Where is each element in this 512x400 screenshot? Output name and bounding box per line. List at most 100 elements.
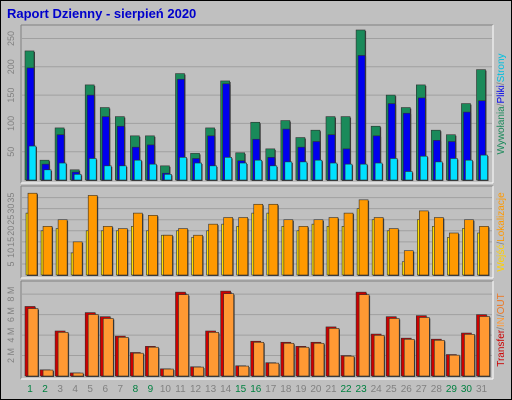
- bar-kbytes-in-day-15: [238, 365, 249, 377]
- bar-pages-day-27: [419, 155, 428, 181]
- y-tick-label-2-4: 20: [6, 226, 16, 236]
- x-tick-label-day-5: 5: [87, 384, 93, 395]
- bar-kbytes-in-day-2: [42, 369, 54, 377]
- y-tick-label-2-7: 35: [6, 193, 16, 203]
- bar-pages-day-3: [58, 162, 67, 181]
- bar-pages-day-30: [465, 159, 473, 181]
- bar-sites-day-8: [133, 212, 143, 276]
- bar-sites-day-5: [87, 195, 98, 276]
- x-tick-label-day-31: 31: [476, 384, 488, 395]
- report-title: Raport Dzienny - sierpień 2020: [7, 6, 197, 21]
- bar-kbytes-in-day-23: [358, 294, 370, 377]
- side-label-kbytes-part-1: Transfer: [496, 329, 507, 367]
- bar-kbytes-in-day-20: [313, 342, 325, 377]
- bar-kbytes-in-day-8: [133, 352, 144, 377]
- x-tick-label-day-27: 27: [416, 384, 428, 395]
- x-tick-label-day-13: 13: [205, 384, 217, 395]
- bar-files-day-23: [357, 55, 366, 181]
- bar-kbytes-in-day-14: [223, 293, 234, 377]
- bar-pages-day-15: [239, 162, 247, 181]
- bar-pages-day-14: [224, 157, 232, 181]
- side-label-hits-part-4: /: [496, 82, 507, 85]
- y-tick-label-3-2: 4 M: [6, 328, 16, 343]
- x-tick-label-day-11: 11: [175, 384, 186, 395]
- x-tick-label-day-18: 18: [280, 384, 292, 395]
- bar-sites-day-20: [313, 219, 324, 276]
- side-label-visits: Wejść/Lokalizacje: [496, 192, 507, 272]
- bar-kbytes-in-day-21: [328, 328, 340, 377]
- bar-pages-day-9: [149, 163, 157, 181]
- chart-marks: [24, 29, 491, 377]
- bar-pages-day-16: [254, 159, 263, 181]
- x-tick-label-day-29: 29: [446, 384, 458, 395]
- side-label-visits-part-1: Wejść: [496, 245, 507, 272]
- x-tick-label-day-16: 16: [250, 384, 262, 395]
- y-tick-label-2-2: 10: [6, 248, 16, 258]
- x-tick-label-day-22: 22: [340, 384, 352, 395]
- side-label-kbytes-part-5: OUT: [496, 293, 507, 314]
- bar-kbytes-in-day-30: [464, 334, 475, 377]
- bar-pages-day-18: [284, 161, 293, 181]
- bar-sites-day-27: [418, 210, 429, 276]
- bar-kbytes-in-day-26: [403, 338, 415, 377]
- y-tick-label-3-1: 2 M: [6, 348, 16, 363]
- bar-sites-day-19: [298, 226, 309, 276]
- bar-sites-day-21: [328, 217, 339, 276]
- bar-kbytes-in-day-7: [118, 337, 129, 377]
- bar-sites-day-30: [464, 219, 474, 276]
- bar-kbytes-in-day-16: [253, 341, 265, 377]
- bar-sites-day-18: [283, 219, 294, 276]
- bar-sites-day-9: [148, 215, 158, 276]
- bar-pages-day-24: [374, 162, 383, 181]
- bar-sites-day-29: [449, 232, 459, 276]
- bar-sites-day-15: [238, 217, 248, 276]
- bar-pages-day-4: [73, 174, 82, 181]
- side-label-kbytes: Transfer/IN/OUT: [496, 293, 507, 367]
- x-tick-label-day-12: 12: [190, 384, 202, 395]
- bar-sites-day-7: [118, 228, 128, 276]
- bar-pages-day-13: [209, 165, 217, 181]
- bar-kbytes-in-day-12: [193, 366, 204, 377]
- bar-kbytes-in-day-27: [418, 317, 430, 377]
- bar-pages-day-12: [194, 162, 202, 181]
- x-tick-label-day-24: 24: [371, 384, 383, 395]
- bar-kbytes-in-day-31: [479, 316, 490, 377]
- bar-pages-day-20: [314, 159, 323, 181]
- x-tick-label-day-6: 6: [102, 384, 108, 395]
- bar-pages-day-31: [480, 154, 488, 181]
- bar-files-day-26: [402, 112, 411, 181]
- bar-kbytes-in-day-5: [87, 314, 99, 377]
- bar-pages-day-19: [299, 161, 308, 181]
- bar-kbytes-in-day-24: [373, 335, 385, 377]
- x-tick-label-day-3: 3: [57, 384, 63, 395]
- y-tick-label-3-4: 8 M: [6, 287, 16, 302]
- bar-kbytes-in-day-13: [208, 332, 219, 377]
- x-tick-label-day-1: 1: [27, 384, 33, 395]
- bar-kbytes-in-day-19: [298, 346, 310, 377]
- bar-pages-day-6: [103, 165, 112, 181]
- side-label-hits-part-2: /: [496, 103, 507, 106]
- bar-sites-day-25: [388, 228, 399, 276]
- bar-sites-day-2: [42, 226, 53, 276]
- x-tick-label-day-8: 8: [133, 384, 139, 395]
- bar-pages-day-29: [450, 158, 458, 181]
- x-tick-label-day-4: 4: [72, 384, 78, 395]
- bar-pages-day-21: [329, 162, 338, 181]
- bar-pages-day-25: [389, 158, 398, 181]
- y-tick-label-2-6: 30: [6, 204, 16, 214]
- bar-pages-day-22: [344, 163, 353, 181]
- bar-kbytes-in-day-10: [163, 368, 174, 377]
- bar-sites-day-10: [163, 234, 173, 276]
- x-tick-label-day-9: 9: [148, 384, 154, 395]
- x-tick-label-day-26: 26: [401, 384, 413, 395]
- y-tick-label-3-3: 6 M: [6, 307, 16, 322]
- bar-sites-day-16: [253, 203, 264, 276]
- bar-sites-day-3: [57, 219, 68, 276]
- x-tick-label-day-28: 28: [431, 384, 443, 395]
- x-tick-label-day-20: 20: [310, 384, 322, 395]
- x-tick-label-day-17: 17: [265, 384, 277, 395]
- y-tick-label-2-1: 5: [6, 261, 16, 266]
- bar-kbytes-in-day-4: [72, 372, 84, 377]
